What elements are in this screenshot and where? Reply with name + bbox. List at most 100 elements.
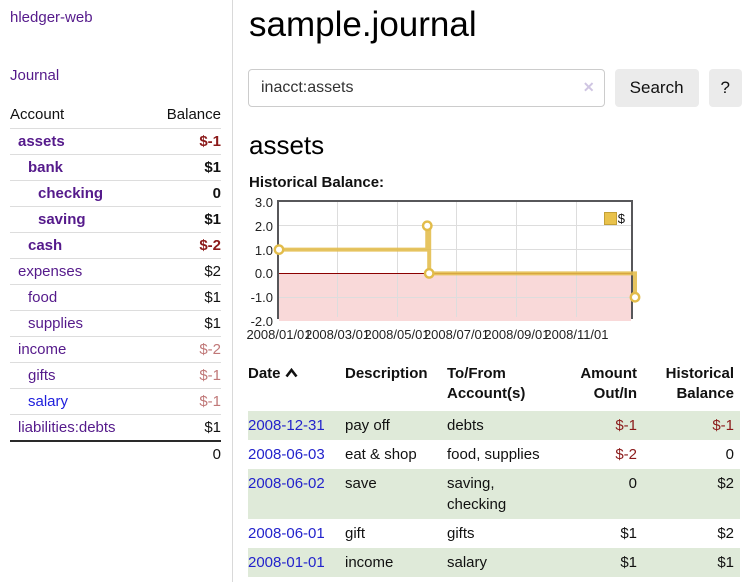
- account-row: food $1: [10, 284, 221, 311]
- account-balance: $1: [149, 310, 221, 337]
- x-axis-label: 2008/01/01: [246, 327, 312, 342]
- gridline: [279, 296, 631, 298]
- register-header-accounts[interactable]: To/From Account(s): [447, 365, 526, 403]
- register-row: 2008-06-03 eat & shop food, supplies $-2…: [248, 440, 740, 469]
- register-amount: $1: [620, 524, 637, 542]
- register-row: 2008-01-01 income salary $1 $1: [248, 547, 740, 577]
- search-input[interactable]: [248, 69, 605, 107]
- x-axis-label: 2008/03/01: [304, 327, 371, 342]
- sidebar-account-expenses[interactable]: expenses: [18, 263, 83, 280]
- account-balance: $-2: [149, 232, 221, 259]
- accounts-table: Account Balance assets $-1 bank $1 check…: [10, 103, 221, 467]
- register-date-link[interactable]: 2008-12-31: [248, 416, 325, 434]
- register-row: 2008-12-31 pay off debts $-1 $-1: [248, 410, 740, 440]
- register-description: save: [345, 474, 377, 492]
- legend-label: $: [617, 211, 625, 226]
- account-row: income $-2: [10, 336, 221, 363]
- register-header-row: Date Description To/From Account(s) Amou…: [248, 361, 740, 411]
- account-row: saving $1: [10, 206, 221, 233]
- register-balance: $1: [717, 553, 734, 571]
- sidebar: hledger-web Journal Account Balance asse…: [0, 0, 233, 582]
- sort-asc-icon: [284, 367, 298, 378]
- page-title: sample.journal: [249, 5, 477, 44]
- register-date-link[interactable]: 2008-06-02: [248, 474, 325, 492]
- register-header-description[interactable]: Description: [345, 365, 428, 382]
- register-date-link[interactable]: 2008-06-03: [248, 445, 325, 463]
- accounts-total-row: 0: [10, 440, 221, 467]
- register-header-amount[interactable]: Amount Out/In: [580, 365, 637, 403]
- account-balance: $1: [149, 284, 221, 311]
- accounts-header-balance: Balance: [166, 106, 221, 123]
- register-date-link[interactable]: 2008-06-01: [248, 524, 325, 542]
- account-row: supplies $1: [10, 310, 221, 337]
- account-row: bank $1: [10, 154, 221, 181]
- sidebar-account-saving[interactable]: saving: [38, 211, 86, 228]
- nav-journal-link[interactable]: Journal: [10, 67, 60, 84]
- account-row: expenses $2: [10, 258, 221, 285]
- account-row: gifts $-1: [10, 362, 221, 389]
- register-description: gift: [345, 524, 366, 542]
- data-point-marker: [421, 220, 433, 232]
- register-description: pay off: [345, 416, 390, 434]
- search-box: ✕: [248, 69, 605, 107]
- sidebar-account-gifts[interactable]: gifts: [28, 367, 56, 384]
- register-balance: $2: [717, 524, 734, 542]
- data-point-marker: [423, 268, 435, 279]
- x-axis-label: 2008/09/01: [484, 327, 550, 342]
- register-header-balance[interactable]: Historical Balance: [665, 365, 734, 403]
- chart-legend: $: [603, 211, 625, 226]
- gridline: [396, 202, 398, 317]
- help-button[interactable]: ?: [708, 69, 742, 107]
- account-balance: $-1: [149, 128, 221, 155]
- register-header-date[interactable]: Date: [248, 361, 345, 411]
- sidebar-account-bank[interactable]: bank: [28, 159, 64, 176]
- gridline: [575, 202, 577, 317]
- register-accounts: gifts: [447, 524, 475, 542]
- gridline: [456, 202, 457, 317]
- sidebar-account-salary[interactable]: salary: [28, 393, 69, 410]
- register-amount: 0: [628, 474, 637, 492]
- register-accounts: saving, checking: [447, 474, 507, 513]
- account-balance: $-1: [149, 388, 221, 415]
- register-amount: $-1: [615, 416, 637, 434]
- sidebar-account-checking[interactable]: checking: [38, 185, 104, 202]
- chart-title: Historical Balance:: [249, 174, 385, 191]
- sidebar-account-income[interactable]: income: [18, 341, 67, 358]
- x-axis-label: 2008/05/01: [364, 327, 430, 342]
- register-accounts: debts: [447, 416, 484, 434]
- data-point-marker: [629, 291, 641, 303]
- gridline: [516, 202, 518, 317]
- data-point-marker: [273, 244, 285, 255]
- date-header-label: Date: [248, 365, 281, 382]
- register-row: 2008-06-01 gift gifts $1 $2: [248, 519, 740, 548]
- sidebar-account-cash[interactable]: cash: [28, 237, 63, 254]
- sidebar-account-liabilities-debts[interactable]: liabilities:debts: [18, 419, 116, 436]
- account-balance: $1: [149, 154, 221, 181]
- account-balance: $-2: [149, 336, 221, 363]
- x-axis-label: 2008/11/01: [544, 327, 609, 342]
- search-button[interactable]: Search: [614, 69, 699, 107]
- main-content: sample.journal ✕ Search ? assets Histori…: [246, 0, 742, 577]
- register-amount: $1: [620, 553, 637, 571]
- register-balance: $2: [717, 474, 734, 492]
- register-accounts: salary: [447, 553, 488, 571]
- gridline: [279, 225, 631, 227]
- register-balance: 0: [725, 445, 734, 463]
- y-axis-label: 0.0: [254, 266, 273, 282]
- clear-search-icon[interactable]: ✕: [582, 79, 595, 95]
- account-row: salary $-1: [10, 388, 221, 415]
- account-balance: $1: [149, 414, 221, 441]
- account-row: cash $-2: [10, 232, 221, 259]
- sidebar-account-assets[interactable]: assets: [18, 133, 65, 150]
- account-row: liabilities:debts $1: [10, 414, 221, 441]
- y-axis-label: -1.0: [250, 290, 273, 306]
- sidebar-account-supplies[interactable]: supplies: [28, 315, 84, 332]
- brand-link[interactable]: hledger-web: [10, 9, 93, 26]
- account-row: checking 0: [10, 180, 221, 207]
- y-axis-label: 1.0: [254, 242, 273, 258]
- y-axis-label: 2.0: [254, 218, 273, 234]
- sidebar-account-food[interactable]: food: [28, 289, 58, 306]
- register-date-link[interactable]: 2008-01-01: [248, 553, 325, 571]
- account-heading: assets: [249, 130, 325, 160]
- register-description: eat & shop: [345, 445, 417, 463]
